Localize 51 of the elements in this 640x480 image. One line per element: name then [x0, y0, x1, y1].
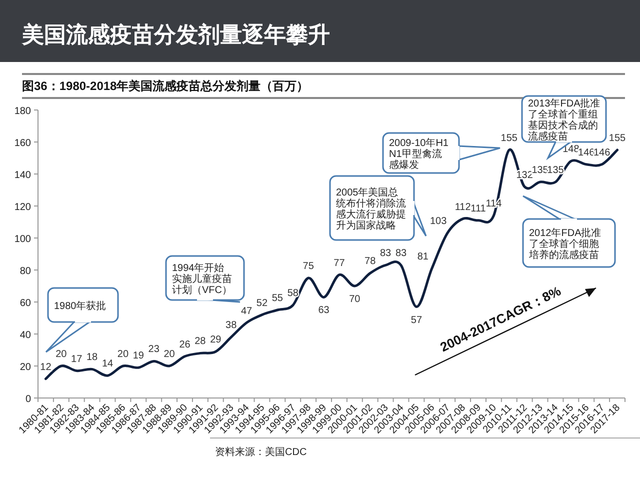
data-label: 112 [454, 202, 472, 213]
data-label: 18 [86, 352, 98, 364]
data-label: 155 [608, 133, 626, 144]
y-tick-label: 180 [14, 106, 32, 117]
y-tick-label: 80 [20, 266, 32, 277]
title: 美国流感疫苗分发剂量逐年攀升 [22, 22, 330, 47]
data-label: 12 [40, 362, 52, 373]
data-label: 14 [102, 358, 114, 370]
data-label: 81 [417, 251, 429, 262]
data-label: 29 [210, 334, 222, 346]
data-label: 20 [117, 349, 129, 360]
annotation: 2013年FDA批准了全球首个重组基因技术合成的流感疫苗 [528, 98, 600, 142]
data-label: 17 [71, 354, 83, 365]
data-label: 52 [256, 298, 268, 309]
y-tick-label: 140 [14, 170, 32, 181]
data-label: 111 [470, 203, 486, 214]
y-tick-label: 160 [14, 138, 32, 149]
data-label: 57 [410, 314, 422, 326]
data-label: 75 [302, 261, 314, 272]
data-label: 135 [532, 165, 549, 176]
text: 资料来源：美国CDC [215, 446, 307, 458]
data-label: 28 [194, 336, 206, 348]
data-label: 19 [132, 350, 144, 362]
y-tick-label: 120 [14, 202, 32, 213]
chart-subtitle: 图36：1980-2018年美国流感疫苗总分发剂量（百万） [22, 79, 309, 93]
data-label: 155 [500, 133, 518, 144]
y-tick-label: 60 [20, 298, 32, 309]
data-label: 77 [334, 258, 346, 269]
data-label: 55 [272, 293, 284, 304]
data-label: 146 [593, 147, 611, 158]
y-tick-label: 40 [20, 330, 32, 341]
data-label: 38 [226, 320, 238, 332]
data-label: 70 [349, 294, 361, 305]
data-label: 83 [380, 248, 392, 260]
annotation: 2012年FDA批准了全球首个细胞培养的流感疫苗 [528, 227, 602, 261]
annotation: 1994年开始实施儿童疫苗计划（VFC） [172, 262, 232, 296]
y-tick-label: 20 [20, 362, 32, 373]
data-label: 58 [287, 288, 299, 300]
data-label: 78 [364, 256, 376, 268]
y-tick-label: 0 [25, 394, 32, 405]
annotation: 2009-10年H1N1甲型禽流感爆发 [389, 137, 449, 171]
data-label: 83 [395, 248, 408, 260]
data-label: 23 [148, 344, 160, 356]
data-label: 26 [179, 339, 191, 350]
data-label: 20 [164, 349, 176, 360]
y-tick-label: 100 [14, 234, 32, 245]
data-label: 63 [318, 305, 330, 316]
annotation: 2005年美国总统布什将消除流感大流行威胁提升为国家战略 [336, 186, 406, 232]
annotation: 1980年获批 [54, 300, 106, 312]
data-label: 47 [240, 306, 253, 317]
data-label: 103 [430, 216, 448, 228]
